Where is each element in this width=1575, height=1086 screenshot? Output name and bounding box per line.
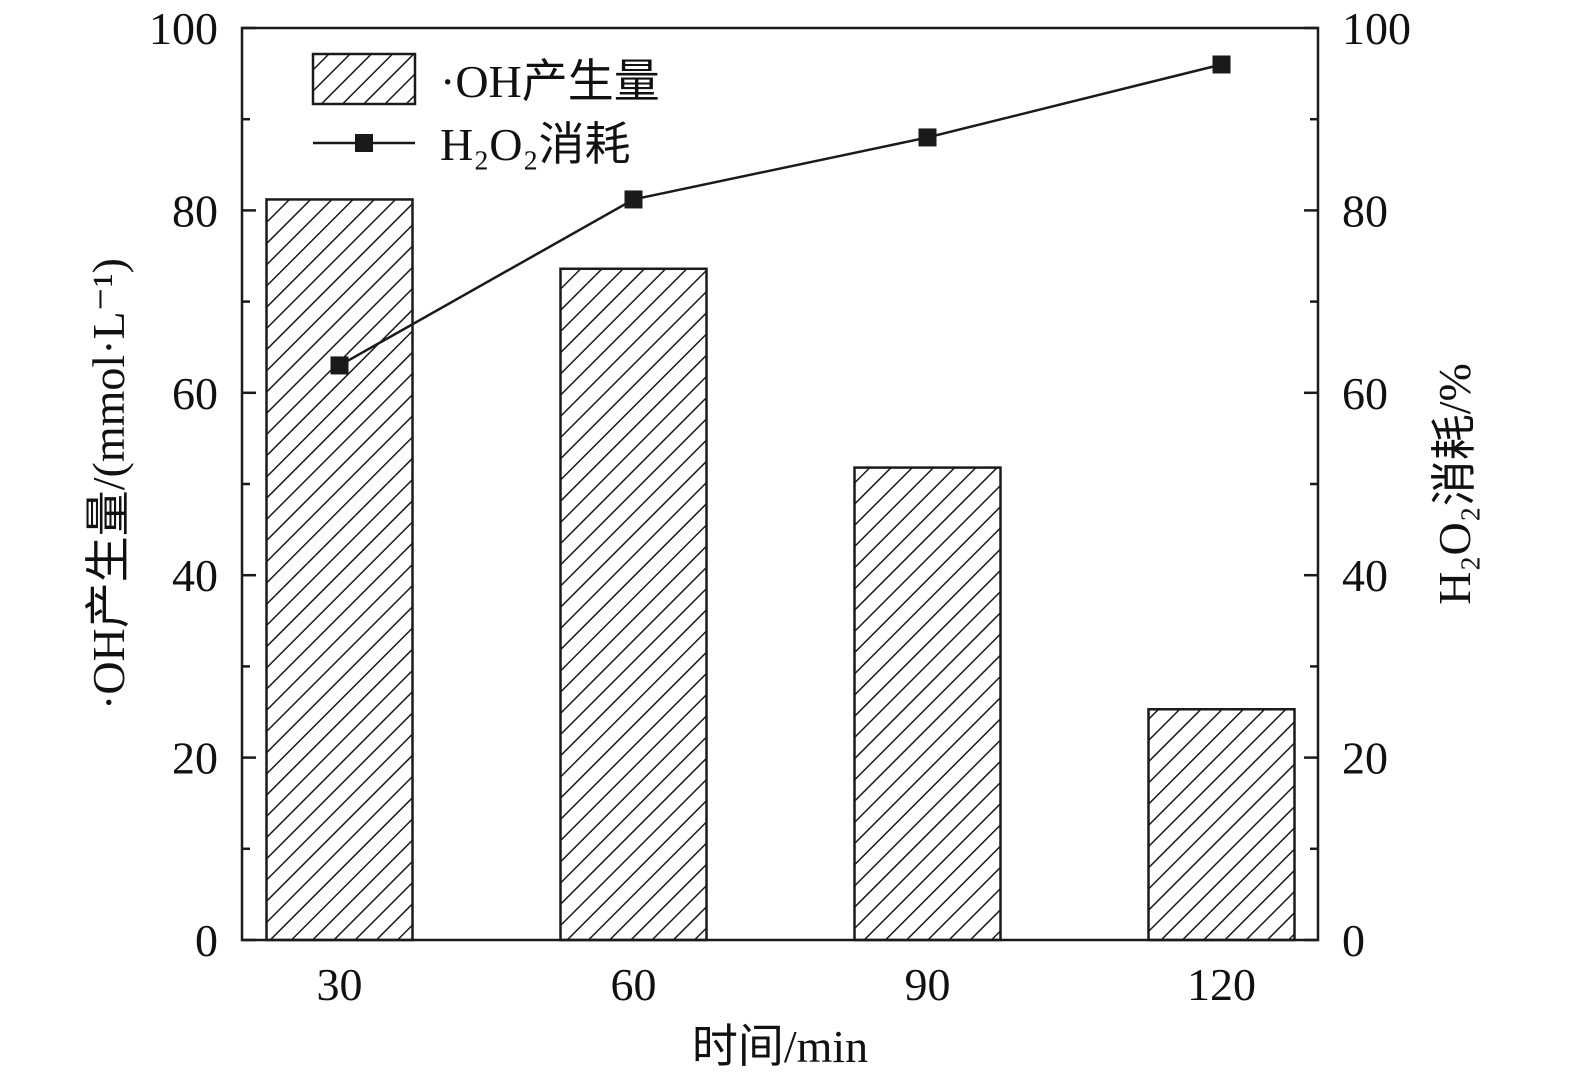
right-tick-label: 40: [1342, 550, 1388, 601]
right-tick-label: 80: [1342, 185, 1388, 236]
left-tick-label: 80: [172, 185, 218, 236]
right-tick-label: 60: [1342, 368, 1388, 419]
bar-30: [265, 198, 414, 942]
left-y-axis-title: ·OH产生量/(mmol·L⁻¹): [83, 258, 134, 710]
right-y-axis: 0 20 40 60 80 100: [1304, 3, 1411, 966]
legend-line-marker: [355, 134, 373, 152]
x-axis-title: 时间/min: [692, 1021, 868, 1072]
bar-90: [853, 466, 1002, 942]
legend-line-label: H₂O₂消耗: [440, 119, 631, 170]
x-tick-label-90: 90: [905, 959, 951, 1010]
x-tick-label-30: 30: [317, 959, 363, 1010]
legend: ·OH产生量 H₂O₂消耗: [311, 52, 660, 170]
bar-60: [559, 267, 708, 942]
bar-120: [1147, 708, 1296, 942]
left-y-axis: 0 20 40 60 80 100: [149, 3, 256, 966]
right-y-axis-title: H₂O₂消耗/%: [1429, 363, 1480, 605]
left-tick-label: 20: [172, 733, 218, 784]
x-axis: 30 60 90 120: [317, 959, 1257, 1010]
line-point-90: [918, 128, 937, 147]
line-path: [338, 63, 1222, 367]
right-tick-label: 0: [1342, 915, 1365, 966]
left-tick-label: 0: [195, 915, 218, 966]
legend-bar-swatch: [311, 52, 417, 106]
x-tick-label-60: 60: [611, 959, 657, 1010]
left-tick-label: 100: [149, 3, 218, 54]
line-point-60: [624, 190, 643, 209]
bar-series: [265, 198, 1296, 942]
line-point-120: [1212, 55, 1231, 74]
left-tick-label: 60: [172, 368, 218, 419]
line-series: [330, 55, 1231, 375]
x-tick-label-120: 120: [1187, 959, 1256, 1010]
legend-bar-label: ·OH产生量: [440, 56, 660, 107]
right-tick-label: 20: [1342, 733, 1388, 784]
line-point-30: [330, 356, 349, 375]
left-tick-label: 40: [172, 550, 218, 601]
right-tick-label: 100: [1342, 3, 1411, 54]
